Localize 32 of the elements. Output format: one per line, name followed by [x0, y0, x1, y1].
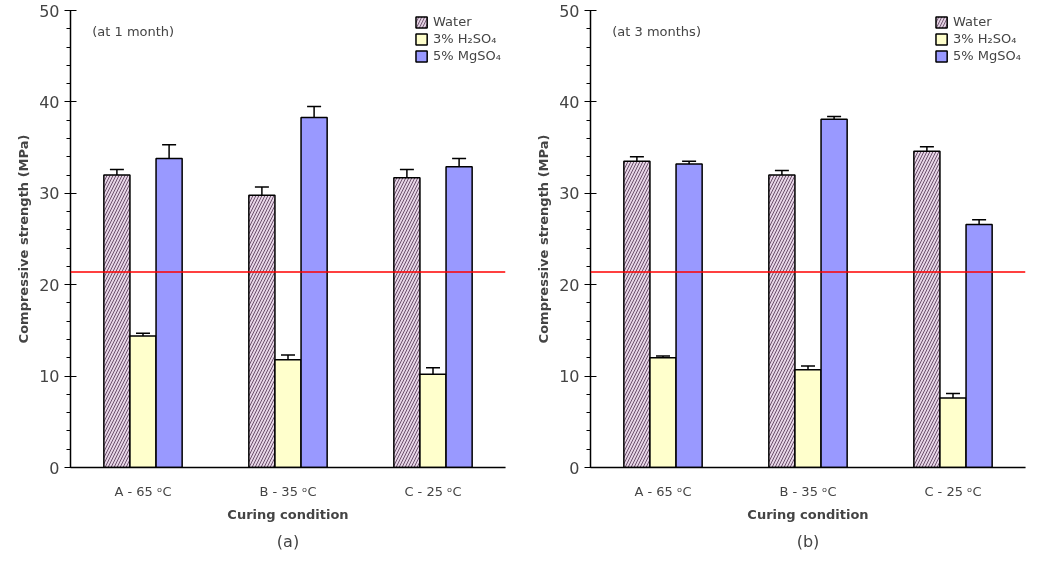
x-tick-label: B - 35 ᵒC	[779, 483, 837, 499]
y-tick-label: 50	[559, 1, 580, 21]
y-tick-label: 0	[49, 458, 60, 478]
legend-label: 5% MgSO₄	[953, 48, 1021, 63]
legend-label: 3% H₂SO₄	[953, 31, 1017, 46]
x-tick-label: C - 25 ᵒC	[924, 483, 982, 499]
text: (a)	[276, 531, 300, 551]
y-tick-label: 40	[559, 92, 580, 112]
x-axis-title: Curing condition	[227, 506, 349, 522]
x-tick-label: B - 35 ᵒC	[259, 483, 317, 499]
legend-label: 3% H₂SO₄	[433, 31, 497, 46]
y-tick-label: 20	[559, 275, 580, 295]
legend-label: 5% MgSO₄	[433, 48, 501, 63]
y-tick-label: 50	[39, 1, 60, 21]
legend-label: Water	[433, 14, 472, 29]
x-tick-label: A - 65 ᵒC	[634, 483, 692, 499]
y-axis-title: Compressive strength (MPa)	[16, 134, 32, 344]
y-tick-label: 30	[39, 184, 60, 204]
y-tick-label: 30	[559, 184, 580, 204]
y-tick-label: 0	[569, 458, 580, 478]
annotation: (at 1 month)	[92, 24, 175, 40]
x-tick-label: C - 25 ᵒC	[404, 483, 462, 499]
x-tick-label: A - 65 ᵒC	[114, 483, 172, 499]
y-axis-title: Compressive strength (MPa)	[536, 134, 552, 344]
y-tick-label: 10	[39, 367, 60, 387]
legend-label: Water	[953, 14, 992, 29]
annotation: (at 3 months)	[612, 24, 701, 40]
y-tick-label: 10	[559, 367, 580, 387]
text: (b)	[796, 531, 820, 551]
y-tick-label: 40	[39, 92, 60, 112]
y-tick-label: 20	[39, 275, 60, 295]
x-axis-title: Curing condition	[747, 506, 869, 522]
